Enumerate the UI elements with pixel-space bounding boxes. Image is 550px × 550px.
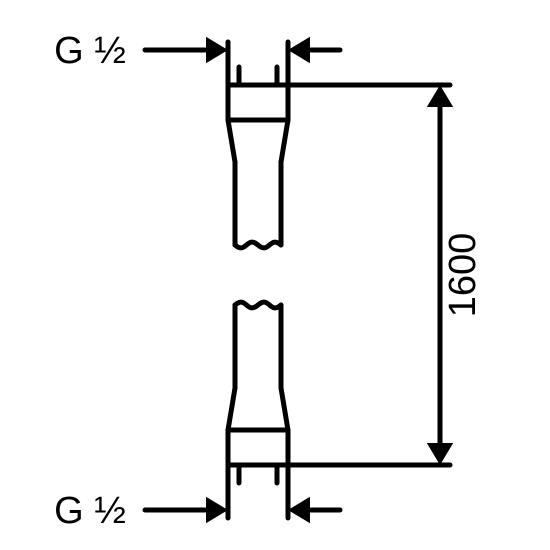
thread-bot-label: G ½ xyxy=(54,490,126,532)
length-label: 1600 xyxy=(442,233,484,318)
thread-top-label: G ½ xyxy=(54,30,126,72)
